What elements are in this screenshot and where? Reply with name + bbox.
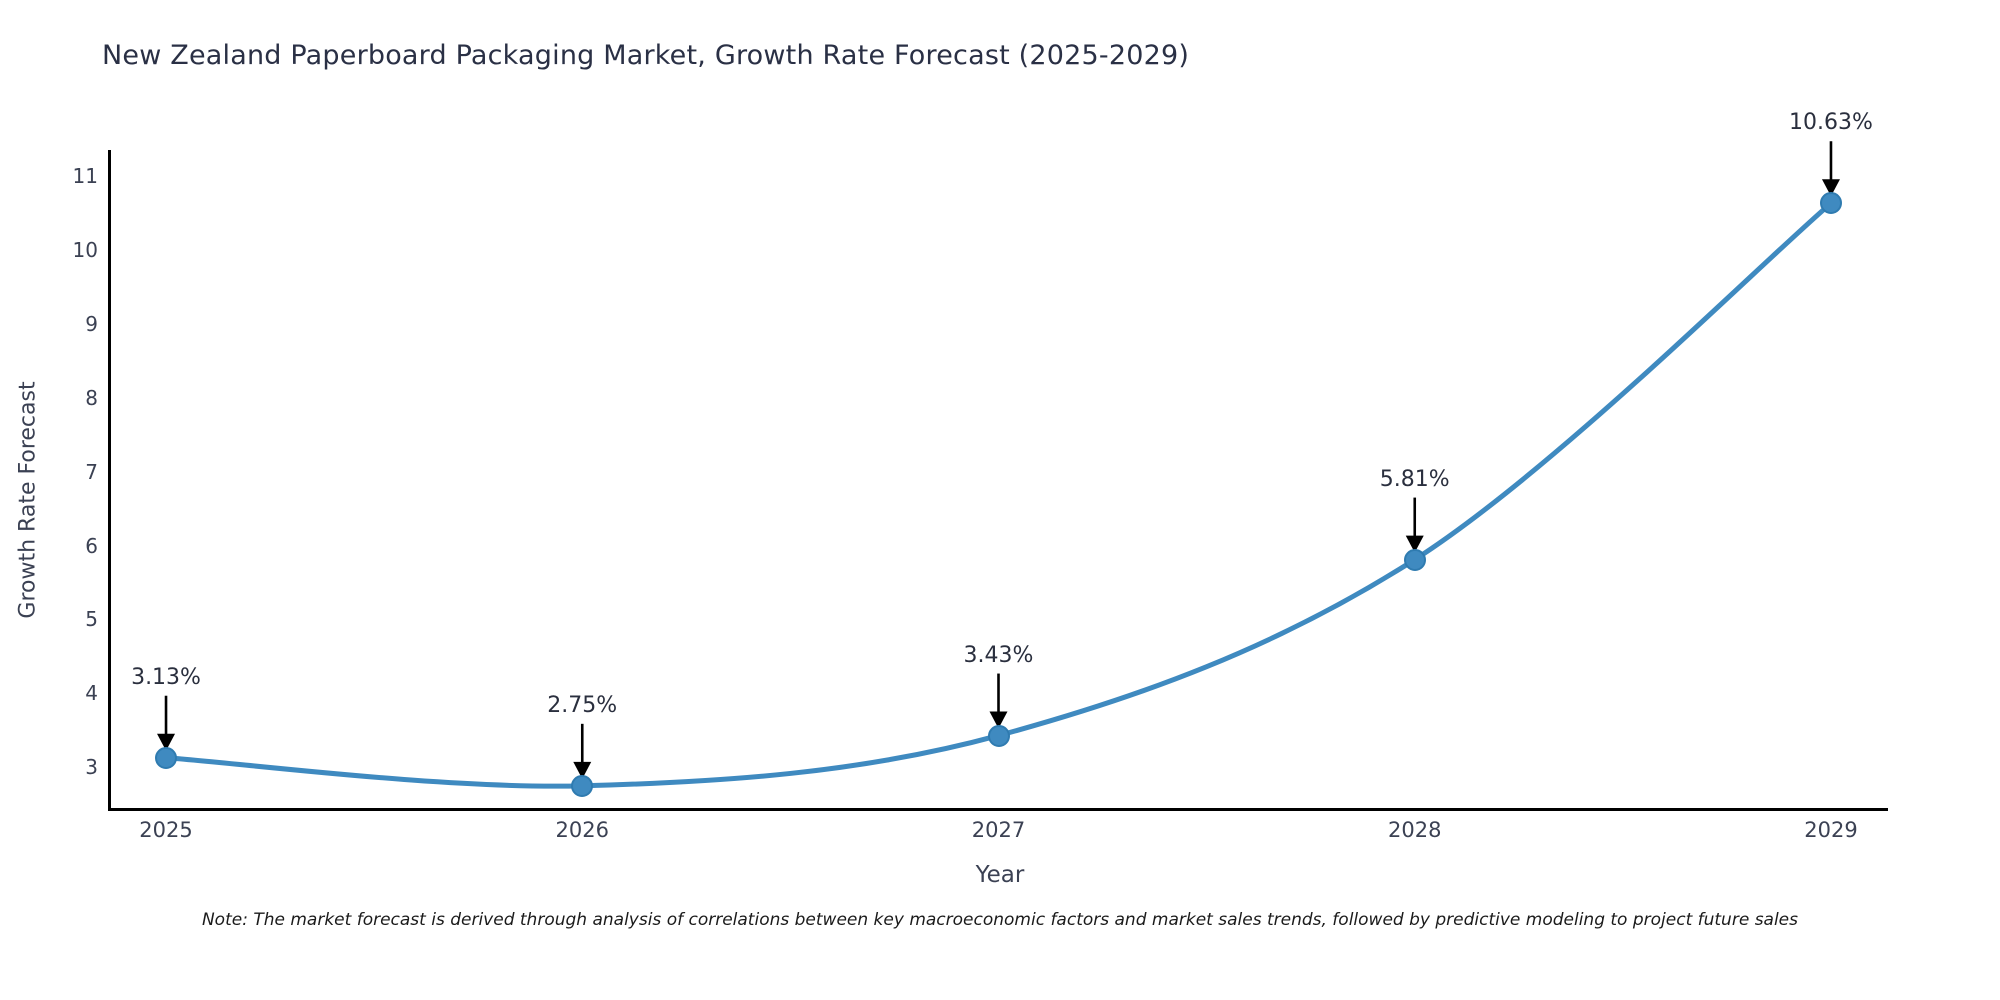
data-point-value-label: 5.81%	[1379, 466, 1450, 492]
data-point-value-label: 10.63%	[1789, 110, 1873, 136]
y-axis-tick-label: 9	[85, 311, 98, 336]
y-axis-tick-label: 10	[72, 237, 98, 262]
y-axis-tick-labels: 11 10 9 8 7 6 5 4 3	[0, 0, 98, 1000]
y-axis-tick-label: 4	[85, 681, 98, 706]
y-axis-tick-label: 3	[85, 755, 98, 780]
x-axis-tick-label: 2027	[971, 818, 1026, 842]
chart-note: Note: The market forecast is derived thr…	[201, 910, 1799, 930]
data-point-marker[interactable]	[1403, 548, 1426, 571]
x-axis-tick-label: 2028	[1388, 818, 1442, 842]
data-point-value-label: 3.43%	[963, 642, 1034, 668]
x-axis-tick-label: 2026	[555, 818, 609, 842]
y-axis-tick-label: 11	[72, 163, 98, 188]
data-point-marker[interactable]	[571, 774, 594, 797]
annotation-arrow-icon	[1405, 497, 1424, 553]
y-axis-tick-label: 6	[85, 533, 98, 558]
data-point-marker[interactable]	[155, 746, 178, 769]
x-axis-tick-label: 2025	[139, 818, 193, 842]
x-axis-tick-label: 2029	[1804, 818, 1858, 842]
data-point-marker[interactable]	[987, 724, 1010, 747]
annotation-arrow-icon	[989, 673, 1008, 729]
data-point-value-label: 3.13%	[131, 664, 201, 690]
x-axis-line	[108, 808, 1888, 811]
chart-title: New Zealand Paperboard Packaging Market,…	[102, 40, 1190, 71]
annotation-arrow-icon	[1821, 141, 1840, 197]
annotation-arrow-icon	[573, 723, 592, 779]
y-axis-line	[108, 150, 111, 810]
annotation-arrow-icon	[157, 695, 176, 751]
series-line	[163, 200, 1834, 789]
data-point-marker[interactable]	[1819, 192, 1842, 215]
y-axis-tick-label: 5	[85, 607, 98, 632]
y-axis-tick-label: 7	[85, 459, 98, 484]
y-axis-tick-label: 8	[85, 385, 98, 410]
x-axis-title: Year	[975, 862, 1025, 888]
data-point-value-label: 2.75%	[547, 692, 618, 718]
y-axis-title: Growth Rate Forecast	[15, 381, 41, 619]
